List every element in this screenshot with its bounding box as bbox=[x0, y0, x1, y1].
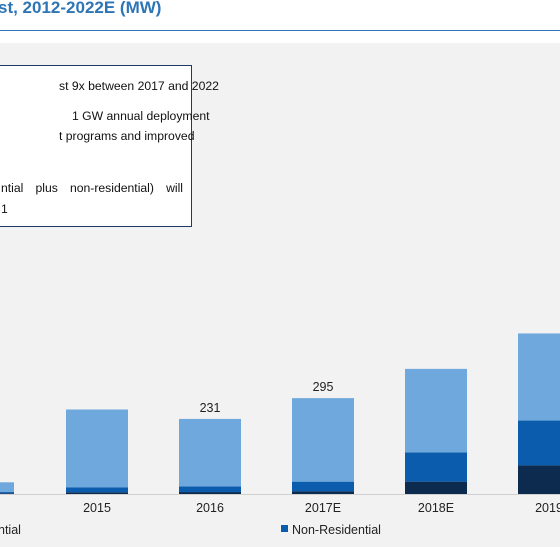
callout-line-2: 1 GW annual deployment bbox=[72, 109, 210, 123]
legend-label-1: ntial bbox=[0, 523, 21, 537]
x-tick-label-2016: 2016 bbox=[196, 501, 224, 515]
bar-partial-segment-3 bbox=[0, 482, 14, 493]
bar-2017E-segment-2 bbox=[292, 481, 354, 492]
bar-2019-segment-2 bbox=[518, 420, 560, 466]
bar-2017E-segment-3 bbox=[292, 398, 354, 482]
bar-2018E-segment-3 bbox=[405, 368, 467, 453]
bar-partial-segment-1 bbox=[0, 493, 14, 494]
legend-swatch-non-residential bbox=[281, 525, 288, 532]
bar-2019-segment-1 bbox=[518, 465, 560, 494]
bar-2019-segment-3 bbox=[518, 333, 560, 421]
bar-2015-segment-2 bbox=[66, 487, 128, 493]
bar-2016-segment-2 bbox=[179, 486, 241, 493]
legend-label-2: Non-Residential bbox=[292, 523, 381, 537]
bar-2018E-segment-1 bbox=[405, 481, 467, 494]
callout-line-1: st 9x between 2017 and 2022 bbox=[59, 79, 219, 93]
data-label-2016: 231 bbox=[200, 401, 221, 415]
bar-2015-segment-1 bbox=[66, 492, 128, 494]
data-label-2017E: 295 bbox=[313, 380, 334, 394]
x-tick-label-2015: 2015 bbox=[83, 501, 111, 515]
x-tick-label-2019: 2019 bbox=[535, 501, 560, 515]
callout-line-4: ntial plus non-residential) will bbox=[1, 181, 183, 195]
bar-2015-segment-3 bbox=[66, 409, 128, 488]
bar-2016-segment-1 bbox=[179, 492, 241, 494]
bar-2018E-segment-2 bbox=[405, 452, 467, 482]
callout-line-3: t programs and improved bbox=[59, 129, 195, 143]
callout-box: st 9x between 2017 and 2022 1 GW annual … bbox=[0, 65, 219, 227]
x-tick-label-2017E: 2017E bbox=[305, 501, 341, 515]
title-rule bbox=[0, 30, 560, 31]
chart-title: st, 2012-2022E (MW) bbox=[0, 0, 162, 17]
bar-2017E-segment-1 bbox=[292, 491, 354, 494]
bar-2016-segment-3 bbox=[179, 418, 241, 487]
bar-partial-segment-2 bbox=[0, 492, 14, 494]
callout-line-5: 1 bbox=[1, 202, 8, 216]
x-tick-label-2018E: 2018E bbox=[418, 501, 454, 515]
